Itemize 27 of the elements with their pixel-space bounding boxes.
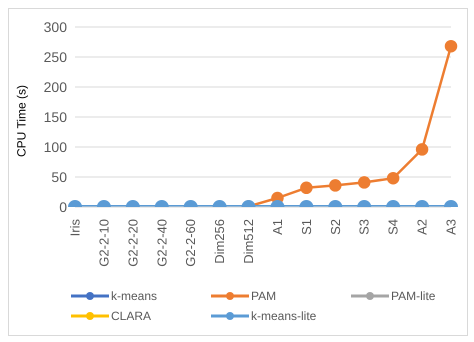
x-tick-label: G2-2-60	[183, 219, 198, 267]
legend-label: PAM-lite	[391, 289, 436, 303]
legend-label: CLARA	[111, 309, 152, 323]
y-tick-label: 0	[59, 198, 68, 215]
x-tick-label: Iris	[68, 218, 82, 236]
x-tick-label: S3	[356, 219, 372, 235]
x-tick-label: G2-2-10	[96, 219, 112, 267]
y-tick-label: 250	[44, 48, 68, 65]
legend-label: k-means	[111, 289, 158, 303]
x-tick-label: A2	[414, 219, 430, 235]
y-tick-label: 200	[44, 78, 68, 95]
x-tick-label: Dim256	[212, 219, 228, 264]
x-tick-label: G2-2-40	[154, 219, 170, 267]
legend-label: k-means-lite	[251, 309, 316, 323]
x-tick-label: G2-2-20	[125, 219, 140, 267]
x-tick-label: A3	[444, 219, 458, 235]
x-tick-label: S2	[328, 219, 343, 235]
x-tick-label: S4	[386, 219, 401, 235]
y-tick-label: 300	[44, 18, 68, 35]
y-tick-label: 150	[44, 108, 68, 125]
y-axis-title: CPU Time (s)	[14, 84, 28, 157]
x-tick-label: Dim512	[241, 219, 256, 264]
y-tick-label: 100	[44, 138, 68, 155]
y-tick-label: 50	[51, 168, 68, 185]
x-tick-label: S1	[298, 219, 314, 235]
legend-label: PAM	[251, 289, 276, 303]
x-tick-label: A1	[270, 219, 285, 235]
